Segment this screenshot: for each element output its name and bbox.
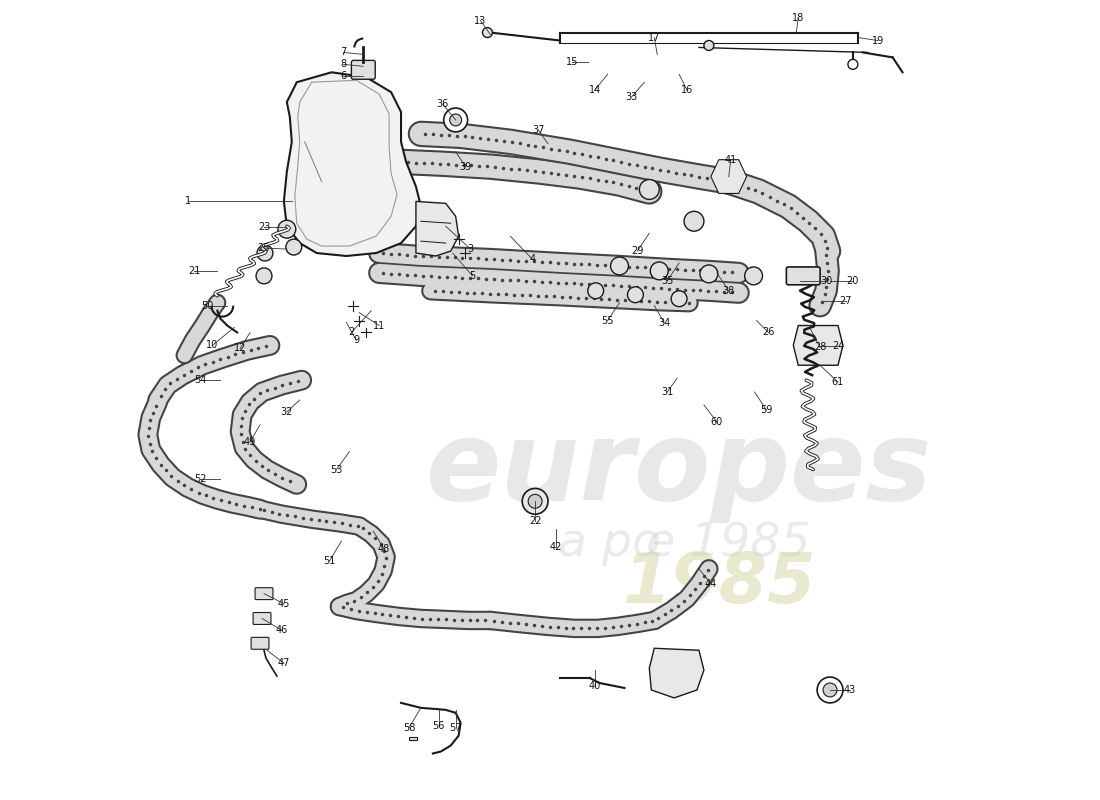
- Text: 56: 56: [432, 721, 446, 730]
- Text: 25: 25: [257, 243, 271, 253]
- Circle shape: [443, 108, 468, 132]
- Text: 13: 13: [474, 16, 486, 26]
- Text: 59: 59: [760, 405, 772, 415]
- Text: 11: 11: [373, 321, 385, 330]
- Circle shape: [650, 262, 668, 280]
- Circle shape: [522, 488, 548, 514]
- Text: 53: 53: [330, 465, 343, 474]
- Text: 22: 22: [529, 516, 541, 526]
- Text: 14: 14: [588, 85, 601, 95]
- Text: 50: 50: [201, 301, 213, 310]
- Circle shape: [627, 286, 644, 302]
- Text: e 1985: e 1985: [647, 522, 811, 566]
- Text: 1985: 1985: [623, 550, 815, 618]
- Text: 20: 20: [847, 276, 859, 286]
- Circle shape: [823, 683, 837, 697]
- Text: 39: 39: [460, 162, 472, 172]
- Text: 51: 51: [323, 556, 336, 566]
- Circle shape: [257, 245, 273, 261]
- Text: 2: 2: [349, 327, 354, 338]
- Text: 1: 1: [185, 196, 190, 206]
- Text: 54: 54: [195, 375, 207, 385]
- Circle shape: [700, 265, 718, 283]
- Text: 31: 31: [661, 387, 673, 397]
- Text: 28: 28: [814, 342, 826, 352]
- Text: 60: 60: [711, 417, 723, 427]
- FancyBboxPatch shape: [786, 267, 821, 285]
- Circle shape: [286, 239, 301, 255]
- Text: 61: 61: [832, 377, 844, 387]
- Circle shape: [848, 59, 858, 70]
- Circle shape: [256, 268, 272, 284]
- Text: 40: 40: [588, 681, 601, 691]
- Text: 15: 15: [565, 58, 578, 67]
- FancyBboxPatch shape: [253, 613, 271, 625]
- Text: 7: 7: [340, 47, 346, 58]
- Circle shape: [278, 220, 296, 238]
- Text: 32: 32: [280, 407, 293, 417]
- Text: 45: 45: [277, 598, 290, 609]
- FancyBboxPatch shape: [251, 638, 270, 650]
- Text: 34: 34: [658, 318, 670, 327]
- Text: 41: 41: [725, 154, 737, 165]
- Text: 44: 44: [705, 578, 717, 589]
- Text: 6: 6: [340, 71, 346, 82]
- Text: 38: 38: [723, 286, 735, 296]
- Polygon shape: [649, 648, 704, 698]
- Text: 43: 43: [844, 685, 856, 695]
- Text: 57: 57: [450, 722, 462, 733]
- Text: 10: 10: [206, 340, 219, 350]
- Polygon shape: [793, 326, 843, 366]
- Text: 48: 48: [378, 544, 390, 554]
- Text: 37: 37: [532, 125, 544, 135]
- Text: 8: 8: [340, 59, 346, 70]
- Polygon shape: [416, 202, 459, 256]
- Text: 16: 16: [681, 85, 693, 95]
- Text: 52: 52: [195, 474, 207, 485]
- Circle shape: [745, 267, 762, 285]
- Text: 17: 17: [648, 33, 660, 42]
- Text: 27: 27: [839, 296, 853, 306]
- Circle shape: [528, 494, 542, 508]
- Text: europes: europes: [426, 416, 933, 523]
- Bar: [409, 737, 417, 740]
- Text: 24: 24: [832, 342, 844, 351]
- Text: 12: 12: [234, 343, 246, 354]
- Text: 33: 33: [625, 92, 638, 102]
- Text: 3: 3: [468, 244, 474, 254]
- Circle shape: [483, 28, 493, 38]
- Text: 35: 35: [661, 276, 673, 286]
- Text: 49: 49: [244, 437, 256, 446]
- Text: 58: 58: [403, 722, 415, 733]
- Text: 21: 21: [188, 266, 200, 276]
- Text: 18: 18: [792, 13, 804, 22]
- Text: 29: 29: [631, 246, 644, 256]
- Circle shape: [639, 179, 659, 199]
- Circle shape: [671, 290, 688, 306]
- FancyBboxPatch shape: [351, 60, 375, 79]
- Text: 42: 42: [550, 542, 562, 552]
- Text: 36: 36: [437, 99, 449, 109]
- Circle shape: [587, 283, 604, 298]
- Text: 47: 47: [277, 658, 290, 668]
- Circle shape: [817, 677, 843, 703]
- Text: a po: a po: [558, 522, 661, 566]
- Text: 5: 5: [470, 271, 475, 281]
- Text: 55: 55: [602, 315, 614, 326]
- Text: 19: 19: [871, 35, 883, 46]
- Text: 23: 23: [257, 222, 271, 232]
- Polygon shape: [284, 72, 421, 256]
- Text: 46: 46: [276, 626, 288, 635]
- Circle shape: [610, 257, 628, 275]
- Text: 4: 4: [529, 254, 536, 264]
- Circle shape: [684, 211, 704, 231]
- Circle shape: [704, 41, 714, 50]
- FancyBboxPatch shape: [255, 588, 273, 600]
- Text: 26: 26: [762, 327, 774, 338]
- Circle shape: [450, 114, 462, 126]
- Polygon shape: [711, 160, 747, 194]
- Text: 30: 30: [820, 276, 833, 286]
- Text: 9: 9: [353, 335, 360, 346]
